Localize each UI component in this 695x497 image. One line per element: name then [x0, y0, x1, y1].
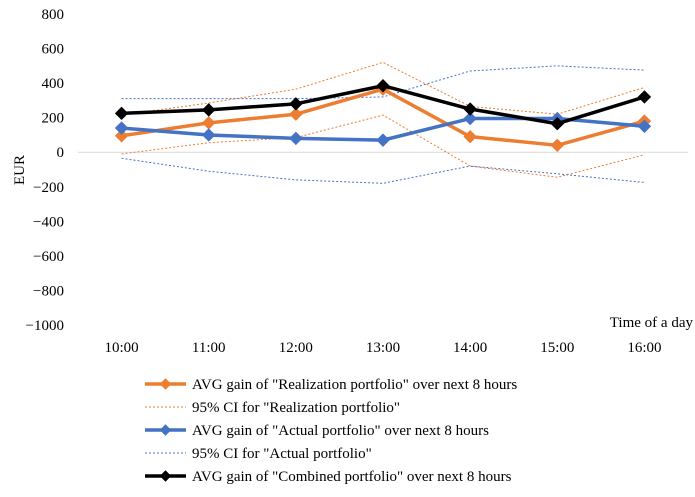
data-point	[637, 119, 652, 134]
y-tick-label: −1000	[26, 318, 64, 334]
y-tick-label: 200	[42, 111, 65, 127]
legend-item: AVG gain of "Realization portfolio" over…	[145, 377, 517, 393]
x-tick-label: 10:00	[104, 340, 138, 356]
y-tick-label: 0	[57, 145, 65, 161]
y-tick-label: −600	[33, 249, 64, 265]
x-tick-label: 16:00	[627, 340, 661, 356]
y-tick-label: −800	[33, 283, 64, 299]
data-point	[159, 378, 172, 390]
data-point	[159, 470, 172, 482]
x-tick-label: 14:00	[453, 340, 487, 356]
x-axis-label: Time of a day	[610, 315, 694, 331]
y-tick-label: −200	[33, 180, 64, 196]
y-tick-label: 400	[42, 76, 65, 92]
ci-lower-line	[121, 157, 645, 184]
legend: AVG gain of "Realization portfolio" over…	[145, 377, 517, 485]
y-axis-label: EUR	[12, 155, 28, 185]
data-point	[114, 121, 129, 135]
legend-item: AVG gain of "Actual portfolio" over next…	[145, 423, 489, 439]
ci-upper-line	[121, 65, 645, 100]
x-tick-label: 13:00	[366, 340, 400, 356]
legend-item: AVG gain of "Combined portfolio" over ne…	[145, 469, 512, 485]
data-point	[289, 97, 303, 111]
data-point	[289, 107, 303, 121]
data-point	[202, 103, 216, 117]
legend-label: 95% CI for "Realization portfolio"	[192, 400, 400, 416]
x-tick-label: 15:00	[540, 340, 574, 356]
data-point	[463, 102, 477, 116]
legend-label: AVG gain of "Combined portfolio" over ne…	[192, 469, 512, 485]
legend-label: 95% CI for "Actual portfolio"	[192, 446, 372, 462]
data-point	[376, 78, 390, 93]
x-tick-label: 11:00	[192, 340, 226, 356]
data-point	[114, 106, 129, 121]
data-point	[159, 424, 172, 436]
series-avg-2	[114, 111, 652, 147]
series-ci-3	[121, 65, 645, 184]
legend-label: AVG gain of "Realization portfolio" over…	[192, 377, 517, 393]
data-point	[550, 138, 564, 153]
legend-item: 95% CI for "Actual portfolio"	[145, 446, 372, 462]
series-avg-4	[114, 78, 652, 131]
ci-lower-line	[121, 114, 645, 178]
data-point	[114, 129, 129, 143]
y-tick-label: 800	[42, 7, 65, 23]
data-point	[289, 131, 303, 146]
data-point	[376, 133, 390, 147]
y-tick-label: 600	[42, 42, 65, 58]
data-point	[637, 90, 652, 104]
data-point	[463, 111, 477, 126]
data-point	[550, 117, 564, 131]
data-point	[202, 116, 216, 130]
y-tick-label: −400	[33, 214, 64, 230]
data-point	[202, 128, 216, 142]
legend-label: AVG gain of "Actual portfolio" over next…	[192, 423, 489, 439]
legend-item: 95% CI for "Realization portfolio"	[145, 400, 400, 416]
data-point	[463, 129, 477, 144]
x-tick-label: 12:00	[279, 340, 313, 356]
